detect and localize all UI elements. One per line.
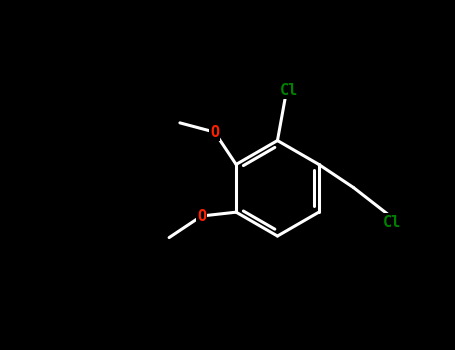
Text: Cl: Cl bbox=[280, 83, 298, 98]
Text: O: O bbox=[210, 125, 219, 140]
Text: Cl: Cl bbox=[383, 215, 401, 230]
Text: O: O bbox=[197, 209, 206, 224]
